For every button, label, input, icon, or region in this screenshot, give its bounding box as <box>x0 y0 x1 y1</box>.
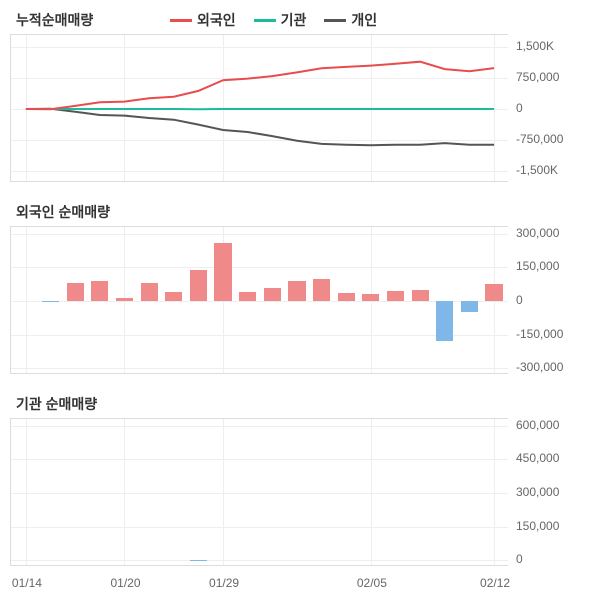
y-tick-label: -750,000 <box>516 132 563 146</box>
chart-container: 누적순매매량 외국인 기관 개인 -1,500K -750,000 0 750,000 1,50… <box>0 0 600 604</box>
chart-area <box>10 34 508 182</box>
y-axis: -300,000 -150,000 0 150,000 300,000 <box>508 226 582 374</box>
chart-area <box>10 226 508 374</box>
grid-line <box>11 335 508 336</box>
bar <box>436 301 453 341</box>
grid-line <box>124 419 125 565</box>
bar <box>288 281 305 301</box>
y-axis: 0 150,000 300,000 450,000 600,000 <box>508 418 582 566</box>
bar <box>313 279 330 301</box>
legend-label: 개인 <box>351 10 377 30</box>
x-tick-label: 01/14 <box>12 576 42 590</box>
chart-panel-1: 누적순매매량 외국인 기관 개인 -1,500K -750,000 0 750,000 1,50… <box>10 4 590 182</box>
chart-panel-3: 기관 순매매량 0 150,000 300,000 450,000 600,000 <box>10 388 590 566</box>
bar <box>362 294 379 301</box>
legend-label: 기관 <box>281 10 307 30</box>
grid-line <box>11 234 508 235</box>
bar <box>387 291 404 301</box>
grid-line <box>11 493 508 494</box>
y-tick-label: -1,500K <box>516 163 558 177</box>
bar <box>67 283 84 301</box>
legend-swatch <box>170 19 192 22</box>
y-tick-label: 300,000 <box>516 485 559 499</box>
panel-title: 누적순매매량 <box>16 10 93 30</box>
bar <box>461 301 478 312</box>
grid-line <box>26 419 27 565</box>
bar <box>91 281 108 301</box>
y-axis: -1,500K -750,000 0 750,000 1,500K <box>508 34 582 182</box>
line-svg <box>11 35 509 183</box>
grid-line <box>371 419 372 565</box>
grid-line <box>26 227 27 373</box>
bar <box>412 290 429 301</box>
legend-label: 외국인 <box>197 10 236 30</box>
grid-line <box>11 426 508 427</box>
y-tick-label: -300,000 <box>516 360 563 374</box>
legend-item: 개인 <box>324 10 377 30</box>
y-tick-label: 150,000 <box>516 259 559 273</box>
y-tick-label: 300,000 <box>516 226 559 240</box>
x-tick-label: 02/05 <box>357 576 387 590</box>
bar <box>165 292 182 301</box>
x-tick-label: 01/29 <box>209 576 239 590</box>
grid-line <box>11 368 508 369</box>
grid-line <box>11 267 508 268</box>
grid-line <box>11 459 508 460</box>
legend-swatch <box>254 19 276 22</box>
chart-area <box>10 418 508 566</box>
bar <box>141 283 158 301</box>
bar <box>338 293 355 301</box>
y-tick-label: 750,000 <box>516 70 559 84</box>
y-tick-label: 600,000 <box>516 418 559 432</box>
bar <box>214 243 231 301</box>
grid-line <box>11 301 508 302</box>
y-tick-label: 450,000 <box>516 451 559 465</box>
legend: 외국인 기관 개인 <box>170 10 377 30</box>
y-tick-label: 0 <box>516 101 523 115</box>
y-tick-label: -150,000 <box>516 327 563 341</box>
bar <box>42 301 59 302</box>
y-tick-label: 0 <box>516 552 523 566</box>
x-tick-label: 01/20 <box>110 576 140 590</box>
bar <box>239 292 256 301</box>
y-tick-label: 1,500K <box>516 39 554 53</box>
legend-item: 기관 <box>254 10 307 30</box>
x-axis: 01/14 01/20 01/29 02/05 02/12 <box>10 576 590 600</box>
bar <box>190 560 207 561</box>
legend-item: 외국인 <box>170 10 236 30</box>
bar <box>190 270 207 301</box>
panel-title: 기관 순매매량 <box>16 394 97 414</box>
grid-line <box>11 527 508 528</box>
grid-line <box>11 560 508 561</box>
legend-swatch <box>324 19 346 22</box>
series-line-foreign <box>26 62 494 109</box>
y-tick-label: 0 <box>516 293 523 307</box>
bar <box>485 284 502 301</box>
y-tick-label: 150,000 <box>516 519 559 533</box>
bar <box>264 288 281 301</box>
x-tick-label: 02/12 <box>480 576 510 590</box>
panel-title: 외국인 순매매량 <box>16 202 110 222</box>
grid-line <box>223 419 224 565</box>
chart-panel-2: 외국인 순매매량 -300,000 -150,000 0 150,000 300,000 <box>10 196 590 374</box>
bar <box>116 298 133 301</box>
series-line-individual <box>26 109 494 145</box>
grid-line <box>494 419 495 565</box>
